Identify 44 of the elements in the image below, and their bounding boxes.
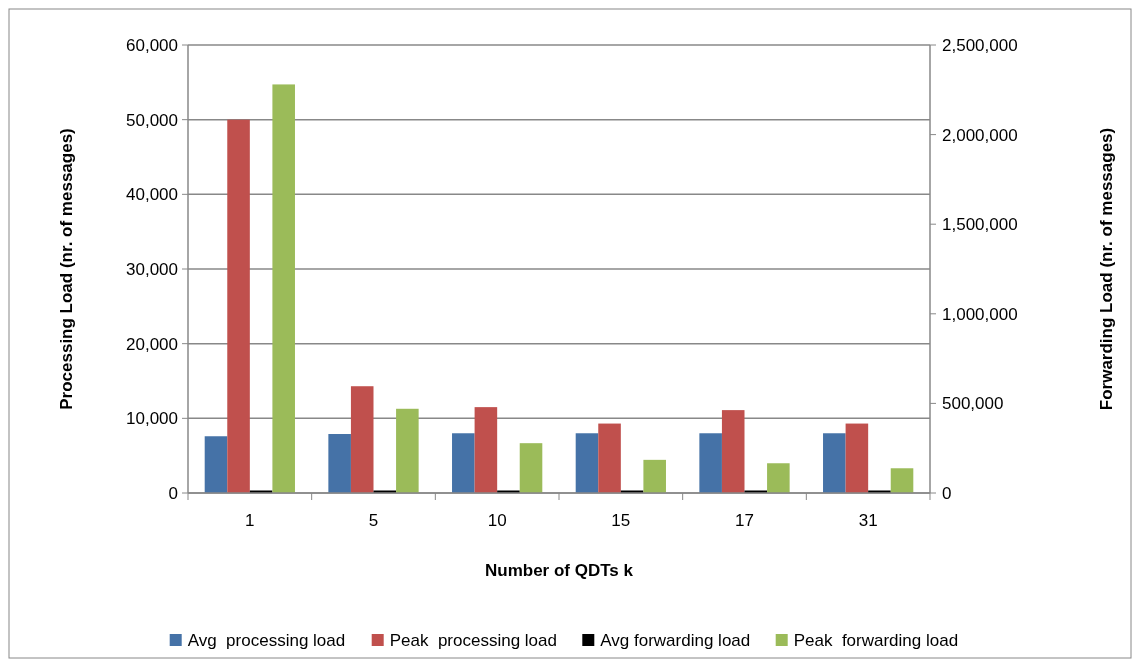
legend-label: Peak forwarding load [793,630,959,650]
x-tick-label: 1 [245,511,255,530]
bar [767,463,790,493]
x-axis-title: Number of QDTs k [485,561,634,580]
bar [845,423,869,493]
x-tick-label: 17 [735,511,754,530]
bar [328,434,351,493]
y-tick-label: 30,000 [126,259,178,279]
legend-label: Avg processing load [187,630,346,650]
bar [272,84,295,493]
legend-label: Avg forwarding load [600,630,751,650]
y-tick-label: 0 [168,483,178,503]
bar [575,433,599,493]
y2-tick-label: 1,500,000 [942,215,1018,235]
bar [890,468,914,493]
y2-tick-label: 0 [942,483,952,503]
bar [721,410,745,493]
x-tick-label: 31 [858,511,878,530]
bar [598,423,621,493]
bar [204,436,228,493]
y2-tick-label: 500,000 [942,394,1004,414]
bar [452,433,475,493]
bar [699,433,722,493]
y2-tick-label: 2,500,000 [942,35,1018,55]
x-tick-label: 5 [368,511,379,530]
y-tick-label: 40,000 [126,185,178,205]
bar [396,408,419,493]
y2-axis-title: Forwarding Load (nr. of messages) [1097,127,1116,411]
bar [519,443,543,493]
y-tick-label: 20,000 [126,334,178,354]
y-tick-label: 10,000 [126,409,178,429]
legend-label: Peak processing load [389,630,557,650]
y-axis-title: Processing Load (nr. of messages) [57,128,76,410]
bar [823,433,846,493]
y-tick-label: 50,000 [126,110,178,130]
y2-tick-label: 2,000,000 [942,125,1018,145]
bar [643,459,666,493]
bar [350,386,374,493]
y-tick-label: 60,000 [126,35,178,55]
x-tick-label: 15 [611,511,631,530]
y2-tick-label: 1,000,000 [942,304,1018,324]
bar [474,407,498,493]
x-tick-label: 10 [487,511,507,530]
bar [227,119,250,493]
